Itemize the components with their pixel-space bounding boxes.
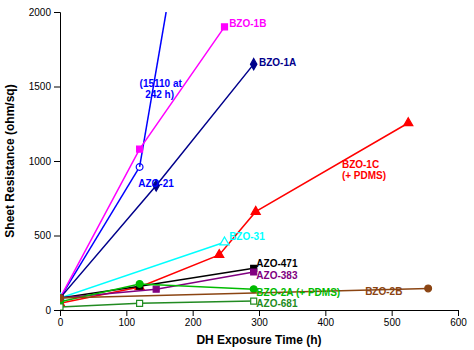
tick-mark [193,310,194,316]
tick: 600 [450,310,467,328]
tick: 100 [118,310,135,328]
tick-mark [54,310,60,311]
marker [153,286,159,292]
tick: 300 [251,310,268,328]
axis-line [54,13,61,311]
annotation: AZO-21 [138,178,174,189]
series-line [60,167,140,298]
marker [60,304,63,310]
marker [60,295,63,301]
marker [404,118,413,126]
tick-label: 400 [317,317,334,328]
tick-mark [392,310,393,316]
annotation: BZO-1B [229,18,266,29]
tick-mark [458,310,459,316]
tick: 500 [384,310,401,328]
x-axis: 0 100 200 300 400 500 600 [58,310,468,328]
tick-label: 500 [34,230,51,241]
marker [425,285,432,292]
tick: 500 [34,230,60,241]
tick-label: 600 [450,317,467,328]
y-axis-title: Sheet Resistance (ohm/sq) [3,84,17,237]
tick-label: 100 [118,317,135,328]
tick-mark [54,87,60,88]
tick-label: 0 [45,305,51,316]
tick-label: 2000 [29,7,52,18]
annotation: BZO-2A (+ PDMS) [256,287,340,298]
chart: 0 100 200 300 400 500 600 0 500 1000 1500 2000 (1511… [0,0,474,350]
series-line [60,123,408,303]
marker [251,206,260,214]
tick: 0 [45,305,60,316]
marker [222,24,228,30]
tick-mark [54,12,60,13]
marker [60,295,63,302]
marker [215,250,224,258]
tick: 1500 [29,81,60,92]
tick-mark [54,161,60,162]
tick-label: 500 [384,317,401,328]
marker [137,146,143,152]
tick: 0 [58,310,64,328]
marker [60,295,63,301]
x-axis-title: DH Exposure Time (h) [196,333,321,347]
marker [250,59,256,70]
marker [220,237,229,245]
series-line [60,301,254,307]
series-line [60,27,225,298]
tick-label: 0 [58,317,64,328]
tick: 400 [317,310,334,328]
annotation: BZO-1A [259,57,296,68]
tick: 200 [185,310,202,328]
series-line [60,64,254,298]
tick-mark [54,236,60,237]
marker [60,295,63,302]
marks [60,12,432,310]
marker [137,300,143,306]
annotation: AZO-383 [256,270,298,281]
annotation: (15110 at 242 h) [140,78,183,100]
annotation: BZO-2B [365,286,402,297]
y-axis: 0 500 1000 1500 2000 [29,7,61,316]
tick-label: 300 [251,317,268,328]
axis-line [61,311,459,317]
marker [60,295,63,301]
tick-mark [259,310,260,316]
annotation: BZO-1C(+ PDMS) [342,159,386,181]
marker [136,281,143,288]
annotation: AZO-471 [256,258,298,269]
annotation: BZO-31 [229,231,265,242]
tick-mark [325,310,326,316]
tick-label: 1500 [29,81,52,92]
annotation: AZO-681 [256,298,298,309]
annotations: (15110 at 242 h) AZO-21 BZO-1B BZO-1A BZO-1C… [138,18,402,309]
tick-mark [126,310,127,316]
plot: 0 100 200 300 400 500 600 0 500 1000 1500 2000 (1511… [29,7,468,328]
tick: 2000 [29,7,60,18]
tick-label: 200 [185,317,202,328]
tick-label: 1000 [29,156,52,167]
series-line [60,284,254,302]
tick: 1000 [29,156,60,167]
